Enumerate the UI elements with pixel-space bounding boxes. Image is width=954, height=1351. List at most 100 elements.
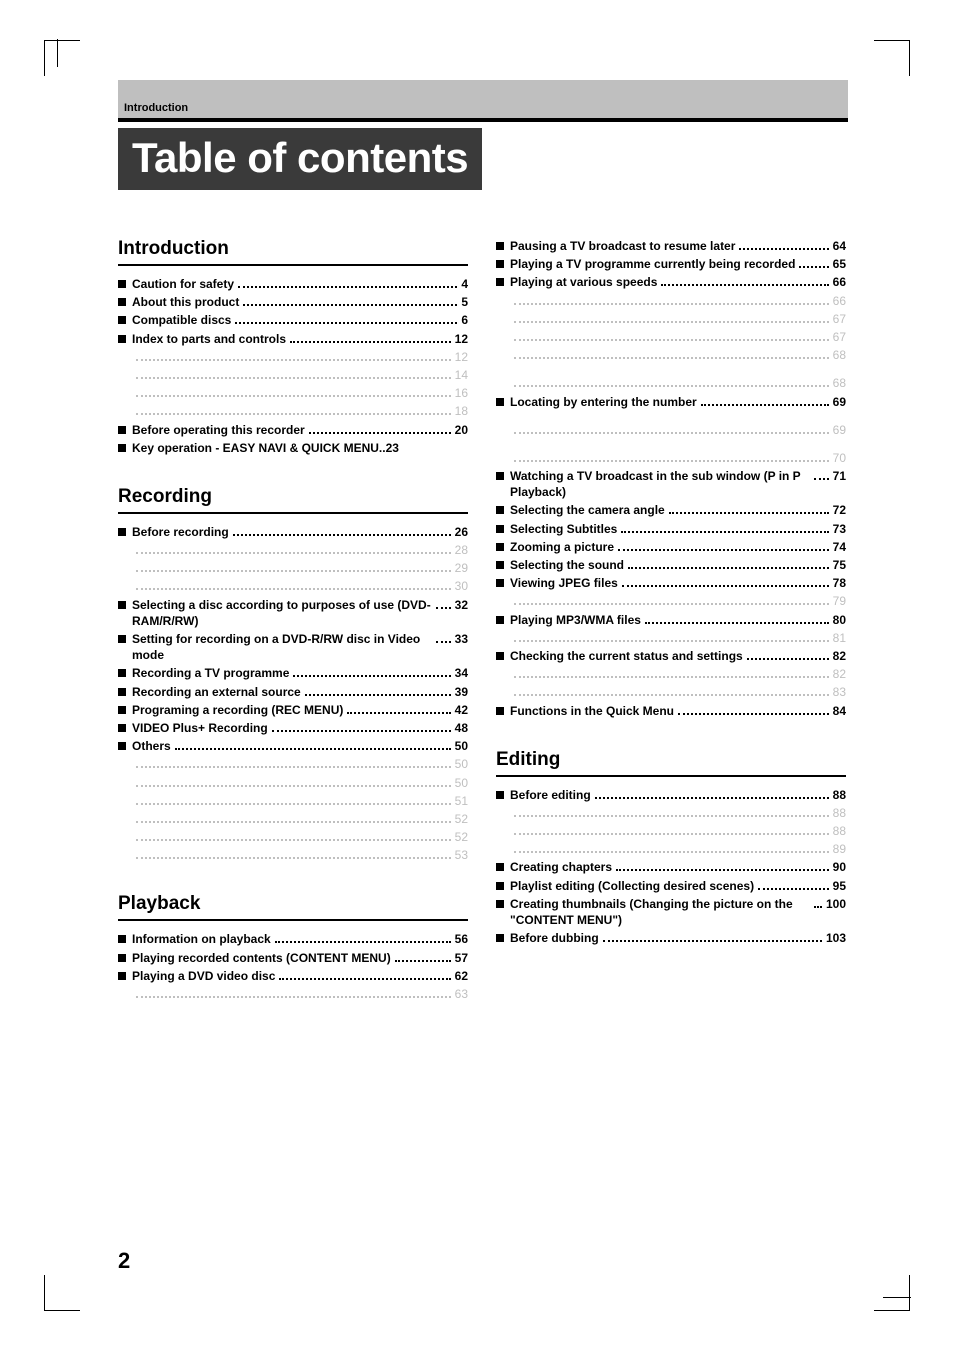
toc-page: 89	[833, 841, 846, 857]
toc-leader-dots	[136, 395, 451, 397]
toc-leader-dots	[669, 512, 829, 514]
toc-label: Selecting the sound	[510, 557, 624, 573]
toc-subentry: 53	[118, 847, 468, 863]
toc-label: Caution for safety	[132, 276, 234, 292]
toc-page: 5	[461, 294, 468, 310]
toc-page: 16	[455, 385, 468, 401]
toc-entry: Selecting Subtitles 73	[496, 521, 846, 537]
toc-bullet-icon	[496, 616, 504, 624]
toc-label: Playlist editing (Collecting desired sce…	[510, 878, 754, 894]
toc-page: 51	[455, 793, 468, 809]
toc-page: 50	[455, 756, 468, 772]
toc-bullet-icon	[118, 601, 126, 609]
toc-bullet-icon	[118, 280, 126, 288]
toc-entry: Selecting the camera angle72	[496, 502, 846, 518]
toc-subentry: 69	[496, 422, 846, 438]
toc-bullet-icon	[118, 407, 126, 415]
toc-subentry: 50	[118, 756, 468, 772]
toc-page: 83	[833, 684, 846, 700]
toc-subentry: 83	[496, 684, 846, 700]
toc-label: Playing recorded contents (CONTENT MENU)	[132, 950, 391, 966]
toc-leader-dots	[758, 888, 829, 890]
toc-entry: Zooming a picture74	[496, 539, 846, 555]
toc-label: Functions in the Quick Menu	[510, 703, 674, 719]
toc-bullet-icon	[118, 316, 126, 324]
toc-bullet-icon	[118, 298, 126, 306]
toc-bullet-icon	[496, 707, 504, 715]
toc-page: 23	[386, 440, 399, 456]
toc-section-heading: Playback	[118, 893, 468, 921]
toc-leader-dots	[290, 341, 451, 343]
toc-leader-dots	[514, 432, 829, 434]
toc-leader-dots	[799, 266, 828, 268]
toc-entry: Playing a TV programme currently being r…	[496, 256, 846, 272]
toc-bullet-icon	[496, 634, 504, 642]
toc-subentry: 70	[496, 450, 846, 466]
toc-bullet-icon	[118, 688, 126, 696]
toc-page: 64	[833, 238, 846, 254]
toc-leader-dots	[616, 869, 829, 871]
toc-page: 88	[833, 805, 846, 821]
toc-page: 70	[833, 450, 846, 466]
toc-bullet-icon	[118, 353, 126, 361]
toc-entry: Key operation - EASY NAVI & QUICK MENU .…	[118, 440, 468, 456]
toc-bullet-icon	[118, 742, 126, 750]
toc-label: Playing a DVD video disc	[132, 968, 275, 984]
toc-bullet-icon	[496, 472, 504, 480]
toc-bullet-icon	[118, 546, 126, 554]
toc-leader-dots	[514, 303, 829, 305]
toc-page: 6	[461, 312, 468, 328]
toc-page: 82	[833, 648, 846, 664]
header-section-label: Introduction	[124, 102, 188, 114]
toc-page: 34	[455, 665, 468, 681]
toc-bullet-icon	[496, 315, 504, 323]
toc-label: Selecting Subtitles	[510, 521, 617, 537]
toc-label: Others	[132, 738, 171, 754]
toc-bullet-icon	[496, 543, 504, 551]
toc-label: VIDEO Plus+ Recording	[132, 720, 268, 736]
toc-leader-dots	[622, 585, 829, 587]
toc-label: Viewing JPEG files	[510, 575, 618, 591]
crop-mark-tr	[874, 40, 910, 76]
toc-leader-dots	[514, 851, 829, 853]
toc-leader-dots	[595, 797, 829, 799]
toc-entry: Selecting a disc according to purposes o…	[118, 597, 468, 629]
toc-leader-dots	[136, 588, 451, 590]
toc-bullet-icon	[118, 760, 126, 768]
toc-entry: Before operating this recorder20	[118, 422, 468, 438]
toc-bullet-icon	[118, 564, 126, 572]
toc-entry: Pausing a TV broadcast to resume later64	[496, 238, 846, 254]
toc-bullet-icon	[118, 935, 126, 943]
toc-page: 78	[833, 575, 846, 591]
toc-bullet-icon	[118, 371, 126, 379]
toc-bullet-icon	[118, 779, 126, 787]
toc-entry: Playing MP3/WMA files80	[496, 612, 846, 628]
toc-entry: Playing a DVD video disc62	[118, 968, 468, 984]
toc-bullet-icon	[496, 597, 504, 605]
toc-entry: Recording an external source39	[118, 684, 468, 700]
toc-leader-dots	[739, 248, 828, 250]
toc-page: 56	[455, 931, 468, 947]
toc-leader-dots	[136, 821, 451, 823]
toc-bullet-icon	[496, 351, 504, 359]
toc-left-column: IntroductionCaution for safety4About thi…	[118, 238, 468, 1004]
toc-bullet-icon	[118, 990, 126, 998]
toc-bullet-icon	[496, 652, 504, 660]
toc-bullet-icon	[496, 863, 504, 871]
toc-bullet-icon	[496, 670, 504, 678]
toc-bullet-icon	[496, 845, 504, 853]
toc-leader-dots	[618, 549, 829, 551]
toc-page: 69	[833, 394, 846, 410]
toc-subentry: 29	[118, 560, 468, 576]
toc-entry: Playing recorded contents (CONTENT MENU)…	[118, 950, 468, 966]
toc-bullet-icon	[496, 809, 504, 817]
toc-page: 73	[833, 521, 846, 537]
toc-leader-dots	[678, 713, 829, 715]
toc-bullet-icon	[496, 688, 504, 696]
toc-columns: IntroductionCaution for safety4About thi…	[118, 238, 848, 1004]
toc-subentry: 68	[496, 347, 846, 363]
toc-leader-dots	[514, 321, 829, 323]
toc-entry: Index to parts and controls12	[118, 331, 468, 347]
toc-page: 68	[833, 347, 846, 363]
toc-label: Playing a TV programme currently being r…	[510, 256, 795, 272]
